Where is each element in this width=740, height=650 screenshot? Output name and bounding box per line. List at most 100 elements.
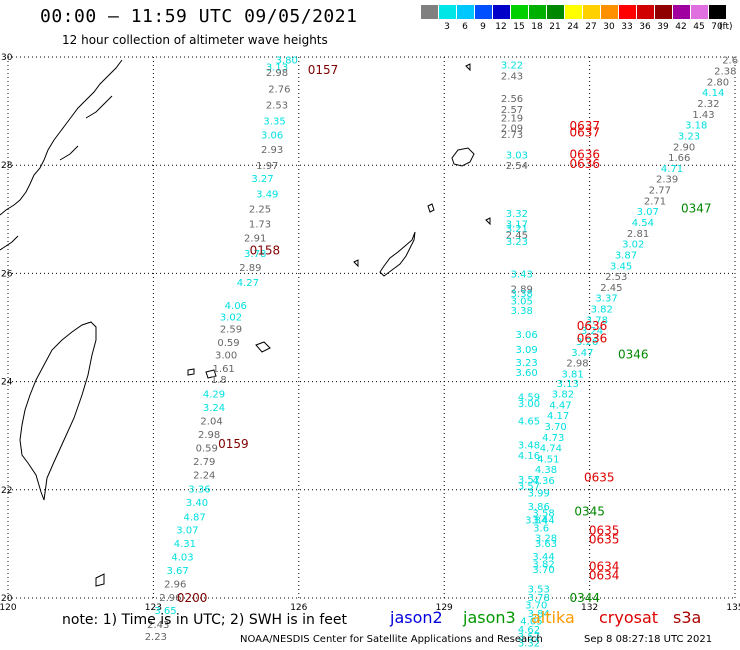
taiwan-coastline xyxy=(19,321,97,501)
pass-time-label: 0347 xyxy=(681,201,712,215)
swh-value: 3.07 xyxy=(176,525,198,536)
swh-value: 3.57 xyxy=(518,632,540,643)
swh-value: 3.78 xyxy=(528,593,550,604)
swh-value: 2.45 xyxy=(506,230,528,241)
swh-value: 3.09 xyxy=(515,345,537,356)
swh-value: 4.29 xyxy=(203,390,225,401)
swh-value: 3.58 xyxy=(532,509,554,520)
swh-value: 3.84 xyxy=(525,516,547,527)
swh-value: 4.87 xyxy=(183,512,205,523)
swh-value: 2.38 xyxy=(714,67,736,78)
swh-value: 4.17 xyxy=(547,411,569,422)
legend-label: 18 xyxy=(531,22,543,32)
swh-value: 4.16 xyxy=(518,451,540,462)
swh-value: 2.43 xyxy=(147,620,169,631)
swh-value: 2.91 xyxy=(244,234,266,245)
pass-time-label: 0635 xyxy=(589,523,620,537)
swh-value: 3.49 xyxy=(256,189,278,200)
pass-time-labels: 0157015801590200063706370636063606360636… xyxy=(177,63,712,605)
satellite-label-altika: altika xyxy=(531,608,575,627)
legend-swatch xyxy=(709,5,726,19)
swh-value: 3.32 xyxy=(518,638,540,649)
legend-label: 3 xyxy=(444,22,450,32)
swh-value: 4.36 xyxy=(532,476,554,487)
page-subtitle: 12 hour collection of altimeter wave hei… xyxy=(62,33,328,47)
swh-value: 2.57 xyxy=(501,105,523,116)
pass-time-label: 0636 xyxy=(577,319,608,333)
pass-time-label: 0636 xyxy=(569,147,600,161)
swh-value: 3.07 xyxy=(637,207,659,218)
swh-value: 1.97 xyxy=(256,161,278,172)
swh-value: 3.60 xyxy=(515,368,537,379)
swh-value: 4.62 xyxy=(518,625,540,636)
swh-value: 2.39 xyxy=(656,175,678,186)
legend-label: 36 xyxy=(639,22,651,32)
swh-value: 3.63 xyxy=(535,539,557,550)
swh-value: 3.38 xyxy=(511,306,533,317)
legend-swatch xyxy=(601,5,618,19)
swh-value: 3.02 xyxy=(622,240,644,251)
swh-value: 3.78 xyxy=(244,249,266,260)
swh-value: 3.99 xyxy=(528,489,550,500)
swh-value: 3.45 xyxy=(610,261,632,272)
legend-swatch xyxy=(529,5,546,19)
swh-value: 3.03 xyxy=(506,150,528,161)
swh-value: 3.26 xyxy=(576,337,598,348)
pass-time-label: 0635 xyxy=(584,470,615,484)
swh-value: 3.27 xyxy=(251,174,273,185)
swh-value: 2.6 xyxy=(722,56,738,67)
swh-value: 1.43 xyxy=(692,110,714,121)
lon-tick-label: 129 xyxy=(436,603,453,613)
swh-value: 3.82 xyxy=(591,305,613,316)
legend-label: 15 xyxy=(513,22,525,32)
lat-lon-grid xyxy=(7,56,736,599)
lon-tick-label: 126 xyxy=(290,603,307,613)
pass-time-label: 0346 xyxy=(618,348,649,362)
swh-value: 4.54 xyxy=(632,218,654,229)
swh-value: 2.24 xyxy=(193,471,215,482)
satellite-label-cryosat: cryosat xyxy=(599,608,659,627)
swh-value: 3.00 xyxy=(215,351,237,362)
page-title: 00:00 – 11:59 UTC 09/05/2021 xyxy=(40,6,358,27)
swh-value: 2.89 xyxy=(239,263,261,274)
okinawa-coastline xyxy=(379,231,416,277)
island-small-8 xyxy=(465,63,471,72)
swh-value: 2.96 xyxy=(164,579,186,590)
swh-value: 1.73 xyxy=(249,220,271,231)
swh-labels: 3.803.132.982.762.533.353.062.931.973.27… xyxy=(145,56,738,650)
swh-value: 3.06 xyxy=(515,330,537,341)
swh-value: 3.70 xyxy=(532,565,554,576)
swh-value: 3.00 xyxy=(518,399,540,410)
swh-value: 4.73 xyxy=(542,433,564,444)
swh-value: 3.44 xyxy=(532,552,554,563)
swh-value: 3.40 xyxy=(186,498,208,509)
lat-tick-label: 30 xyxy=(1,53,13,63)
pass-time-label: 0636 xyxy=(569,157,600,171)
swh-value: 2.90 xyxy=(673,142,695,153)
legend-swatch xyxy=(691,5,708,19)
units-note: note: 1) Time is in UTC; 2) SWH is in fe… xyxy=(62,612,348,628)
lat-tick-label: 22 xyxy=(1,486,12,496)
swh-value: 4.47 xyxy=(549,400,571,411)
swh-value: 4.51 xyxy=(537,454,559,465)
swh-value: 2.19 xyxy=(501,114,523,125)
pass-time-label: 0636 xyxy=(577,331,608,345)
swh-value: 3.78 xyxy=(586,315,608,326)
swh-value: 3.80 xyxy=(276,56,298,67)
pass-time-label: 0345 xyxy=(574,504,605,518)
swh-value: 3.86 xyxy=(528,502,550,513)
swh-value: 3.28 xyxy=(535,533,557,544)
lat-tick-label: 28 xyxy=(1,161,13,171)
legend-label: 39 xyxy=(657,22,669,32)
swh-value: 1.61 xyxy=(213,364,235,375)
legend-label: 70 xyxy=(711,22,723,32)
legend-unit: (ft) xyxy=(719,22,733,32)
swh-value: 4.74 xyxy=(540,444,562,455)
swh-value: 4.38 xyxy=(535,465,557,476)
swh-value: 4.06 xyxy=(225,301,247,312)
swh-value: 3.13 xyxy=(557,379,579,390)
pass-time-label: 0344 xyxy=(569,591,600,605)
pass-time-label: 0158 xyxy=(250,244,281,258)
swh-value: 3.70 xyxy=(525,600,547,611)
swh-value: 2.25 xyxy=(249,204,271,215)
